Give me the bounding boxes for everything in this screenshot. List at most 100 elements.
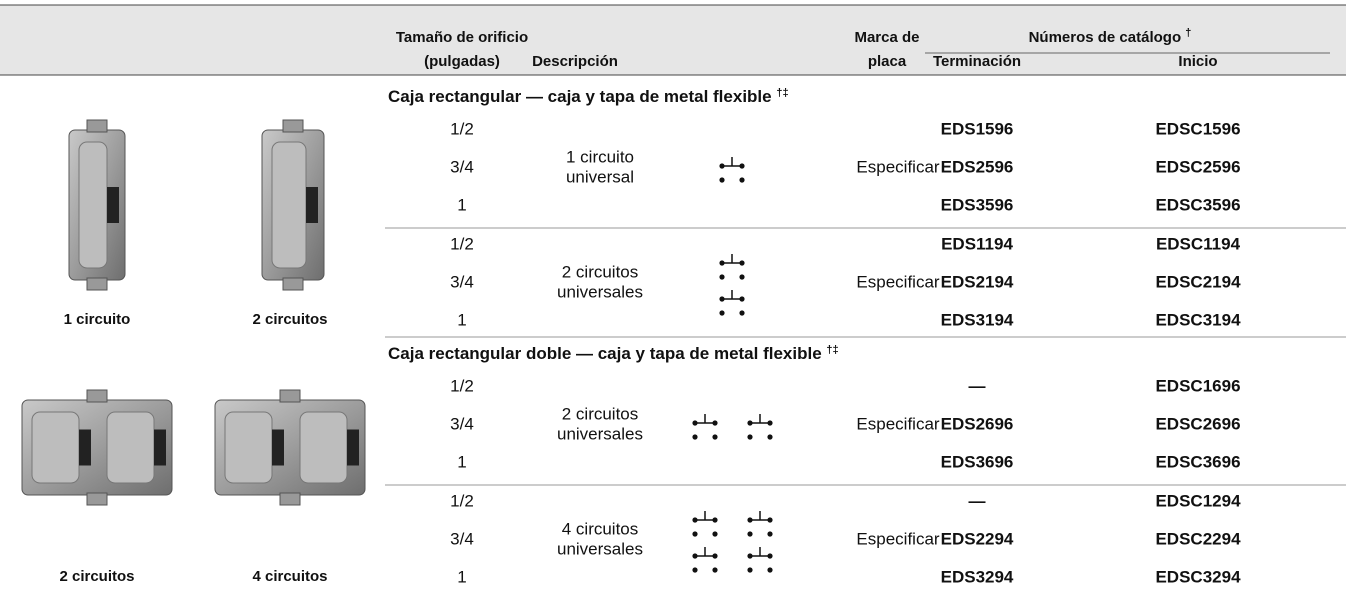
size: 3/4: [450, 272, 474, 291]
section-note: †‡: [826, 344, 838, 356]
description: universal: [566, 167, 634, 186]
header-nameplate: Marca de: [854, 29, 919, 46]
enclosure-switch: [154, 429, 166, 466]
symbol-dot: [712, 567, 718, 573]
description: 1 circuito: [566, 147, 634, 166]
enclosure-hub: [282, 277, 304, 291]
symbol-dot: [739, 177, 745, 183]
symbol-dot: [692, 567, 698, 573]
start: EDSC1596: [1155, 119, 1240, 138]
start: EDSC2696: [1155, 414, 1240, 433]
header-description: Descripción: [532, 53, 618, 70]
nameplate: Especificar: [856, 414, 939, 433]
termination: EDS1596: [941, 119, 1014, 138]
enclosure-switch: [107, 187, 119, 223]
symbol-dot: [747, 434, 753, 440]
symbol-dot: [739, 260, 745, 266]
description: universales: [557, 424, 643, 443]
symbol-dot: [712, 517, 718, 523]
enclosure-hub: [279, 389, 301, 403]
start: EDSC3294: [1155, 567, 1241, 586]
enclosure-hub: [279, 492, 301, 506]
symbol-dot: [719, 177, 725, 183]
symbol-dot: [719, 260, 725, 266]
size: 3/4: [450, 157, 474, 176]
enclosure-hub: [86, 492, 108, 506]
symbol-dot: [712, 420, 718, 426]
enclosure-switch: [79, 429, 91, 466]
termination: EDS3696: [941, 452, 1014, 471]
termination: EDS3596: [941, 195, 1014, 214]
termination: EDS3294: [941, 567, 1014, 586]
enclosure-cover: [299, 411, 348, 484]
symbol-dot: [747, 420, 753, 426]
symbol-dot: [692, 420, 698, 426]
size: 1/2: [450, 491, 474, 510]
size: 1/2: [450, 234, 474, 253]
size: 1/2: [450, 119, 474, 138]
termination: EDS2696: [941, 414, 1014, 433]
start: EDSC3194: [1155, 310, 1241, 329]
enclosure-cover: [106, 411, 155, 484]
nameplate: Especificar: [856, 157, 939, 176]
start: EDSC1194: [1156, 234, 1241, 253]
symbol-dot: [712, 531, 718, 537]
enclosure-hub: [282, 119, 304, 133]
header-catalog: Números de catálogo †: [1029, 27, 1192, 46]
symbol-dot: [767, 531, 773, 537]
symbol-dot: [719, 310, 725, 316]
description: universales: [557, 282, 643, 301]
nameplate: Especificar: [856, 272, 939, 291]
header-nameplate: placa: [868, 53, 907, 70]
catalog-title: Números de catálogo: [1029, 29, 1182, 46]
start: EDSC1696: [1155, 376, 1240, 395]
size: 1/2: [450, 376, 474, 395]
start: EDSC2194: [1155, 272, 1241, 291]
symbol-dot: [767, 567, 773, 573]
image-label: 2 circuitos: [252, 311, 327, 328]
symbol-dot: [692, 553, 698, 559]
termination: EDS3194: [941, 310, 1014, 329]
termination: EDS2596: [941, 157, 1014, 176]
size: 1: [457, 195, 466, 214]
start: EDSC2596: [1155, 157, 1240, 176]
start: EDSC1294: [1155, 491, 1241, 510]
start: EDSC2294: [1155, 529, 1241, 548]
start: EDSC3596: [1155, 195, 1240, 214]
header-band: [0, 5, 1346, 75]
termination: EDS2294: [941, 529, 1014, 548]
enclosure-hub: [86, 119, 108, 133]
section-note: †‡: [776, 87, 788, 99]
image-label: 1 circuito: [64, 311, 131, 328]
enclosure-switch: [306, 187, 318, 223]
enclosure-cover: [271, 141, 307, 269]
size: 3/4: [450, 529, 474, 548]
description: universales: [557, 539, 643, 558]
symbol-dot: [747, 567, 753, 573]
description: 2 circuitos: [562, 404, 639, 423]
header-size: Tamaño de orificio: [396, 29, 528, 46]
symbol-dot: [747, 531, 753, 537]
section-title-text: Caja rectangular — caja y tapa de metal …: [388, 87, 772, 106]
symbol-dot: [692, 531, 698, 537]
section-title: Caja rectangular — caja y tapa de metal …: [388, 87, 789, 107]
description: 2 circuitos: [562, 262, 639, 281]
description: 4 circuitos: [562, 519, 639, 538]
enclosure-switch: [347, 429, 359, 466]
size: 1: [457, 567, 466, 586]
enclosure-cover: [224, 411, 273, 484]
symbol-dot: [719, 296, 725, 302]
symbol-dot: [767, 517, 773, 523]
symbol-dot: [767, 420, 773, 426]
symbol-dot: [739, 310, 745, 316]
symbol-dot: [719, 274, 725, 280]
header-termination: Terminación: [933, 53, 1021, 70]
symbol-dot: [692, 434, 698, 440]
symbol-dot: [739, 163, 745, 169]
size: 3/4: [450, 414, 474, 433]
image-label: 2 circuitos: [59, 568, 134, 585]
termination: —: [969, 376, 986, 395]
symbol-dot: [712, 553, 718, 559]
header-start: Inicio: [1178, 53, 1217, 70]
